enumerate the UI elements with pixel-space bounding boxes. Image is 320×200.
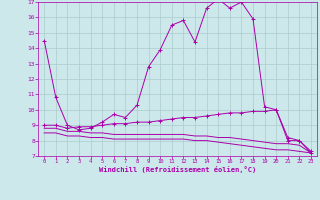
X-axis label: Windchill (Refroidissement éolien,°C): Windchill (Refroidissement éolien,°C)	[99, 166, 256, 173]
